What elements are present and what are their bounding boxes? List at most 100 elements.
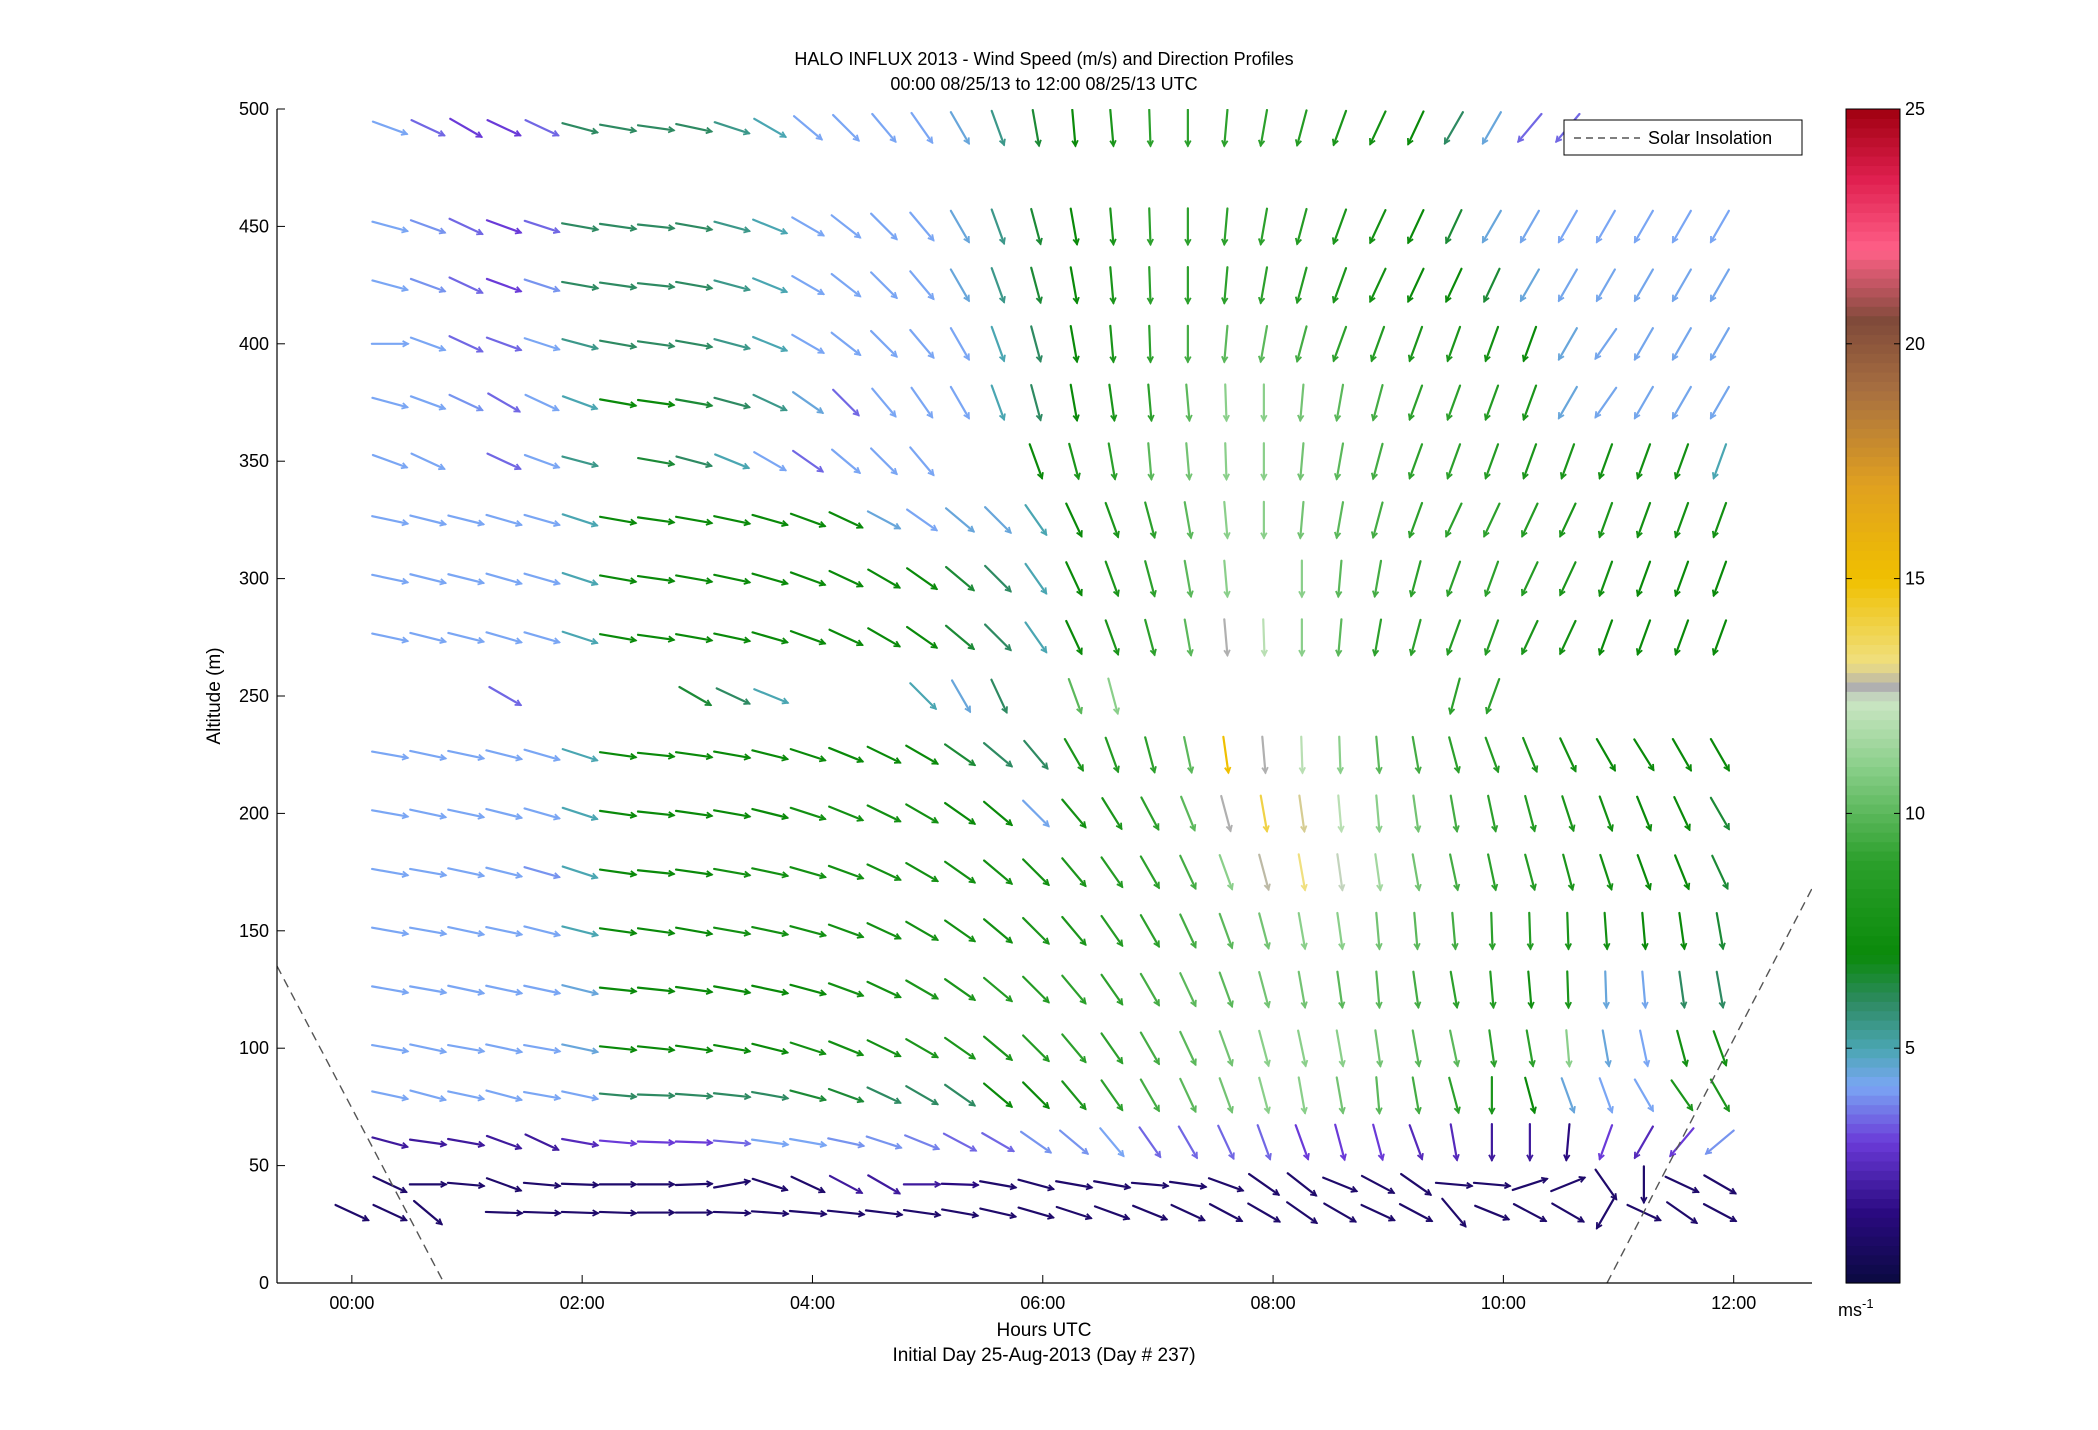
wind-vector-shaft xyxy=(1446,443,1462,480)
wind-vector-shaft xyxy=(1633,1125,1654,1159)
wind-vector-shaft xyxy=(1297,1029,1307,1067)
wind-vector-head xyxy=(1597,530,1605,539)
wind-vector-shaft xyxy=(1484,443,1500,480)
wind-vector-head xyxy=(1004,585,1012,593)
wind-vector-shaft xyxy=(486,452,522,470)
wind-vector xyxy=(409,631,448,645)
wind-vector xyxy=(1564,911,1572,951)
wind-vector-shaft xyxy=(1061,915,1087,946)
wind-vector-shaft xyxy=(636,869,675,876)
wind-vector xyxy=(982,976,1014,1003)
wind-vector-shaft xyxy=(1020,1130,1052,1154)
wind-vector xyxy=(561,925,600,938)
wind-vector-shaft xyxy=(1030,325,1042,363)
wind-vector xyxy=(1483,443,1500,480)
wind-vector xyxy=(830,331,862,357)
colorbar-band xyxy=(1846,268,1900,279)
wind-vector xyxy=(940,1181,980,1189)
wind-vector-shaft xyxy=(409,514,447,526)
wind-vector-shaft xyxy=(1104,736,1120,773)
wind-vector xyxy=(1557,327,1578,362)
wind-vector-head xyxy=(1425,1215,1434,1222)
wind-vector xyxy=(1640,1165,1648,1205)
wind-vector-head xyxy=(1564,943,1572,951)
wind-vector-shaft xyxy=(636,810,675,817)
wind-vector-head xyxy=(1036,472,1044,480)
colorbar-band xyxy=(1846,1057,1900,1068)
wind-vector-head xyxy=(1606,1106,1614,1114)
wind-vector-shaft xyxy=(949,268,970,302)
wind-vector-shaft xyxy=(1028,443,1044,480)
wind-vector-shaft xyxy=(1445,502,1463,538)
wind-vector-head xyxy=(1044,1146,1053,1154)
wind-vector-head xyxy=(927,292,935,301)
wind-vector xyxy=(522,1181,562,1190)
wind-vector xyxy=(599,574,638,585)
wind-vector-head xyxy=(706,1138,714,1147)
wind-vector xyxy=(752,218,789,235)
wind-vector-head xyxy=(591,127,600,135)
wind-vector xyxy=(1449,794,1460,833)
wind-vector-shaft xyxy=(1446,384,1462,421)
wind-vector xyxy=(485,984,524,996)
wind-vector xyxy=(409,1043,448,1055)
wind-vector xyxy=(1485,677,1501,715)
wind-vector-shaft xyxy=(789,1041,827,1055)
wind-vector-shaft xyxy=(1334,1123,1346,1161)
wind-vector-head xyxy=(781,754,790,762)
wind-vector-shaft xyxy=(1258,1076,1270,1114)
wind-vector xyxy=(867,627,902,648)
wind-vector-head xyxy=(1641,1001,1649,1010)
wind-vector xyxy=(1109,324,1117,364)
wind-vector xyxy=(1331,109,1348,147)
wind-vector xyxy=(1223,618,1231,658)
wind-vector-shaft xyxy=(1485,677,1501,715)
wind-vector xyxy=(866,510,902,530)
wind-vector-shaft xyxy=(1559,619,1577,655)
wind-vector-shaft xyxy=(1168,1180,1207,1188)
colorbar-band xyxy=(1846,973,1900,984)
colorbar-band xyxy=(1846,794,1900,805)
wind-vector-head xyxy=(1302,1152,1310,1161)
wind-vector-head xyxy=(1300,825,1308,834)
wind-vector-head xyxy=(856,1096,865,1104)
wind-vector-head xyxy=(590,637,599,645)
wind-vector-shaft xyxy=(866,922,902,940)
wind-vector-head xyxy=(743,698,752,705)
wind-vector-head xyxy=(1597,1152,1605,1161)
wind-vector-head xyxy=(1184,297,1192,305)
wind-vector-head xyxy=(1539,1215,1548,1222)
wind-vector-shaft xyxy=(1566,911,1570,950)
wind-vector xyxy=(1521,384,1538,422)
wind-vector xyxy=(1524,794,1537,833)
wind-vector-shaft xyxy=(1337,618,1343,657)
wind-vector-shaft xyxy=(1223,500,1229,539)
wind-vector-shaft xyxy=(675,515,713,525)
wind-vector-shaft xyxy=(408,1138,447,1146)
wind-vector-shaft xyxy=(524,393,560,412)
wind-vector-shaft xyxy=(561,1090,599,1101)
wind-vector-head xyxy=(1407,472,1415,480)
wind-vector xyxy=(371,1090,410,1102)
wind-vector xyxy=(409,749,448,762)
wind-vector-shaft xyxy=(715,687,751,705)
colorbar-band xyxy=(1846,249,1900,260)
wind-vector xyxy=(1331,208,1348,246)
wind-vector xyxy=(1562,853,1575,892)
wind-vector xyxy=(1633,268,1654,303)
wind-vector-head xyxy=(1671,235,1679,244)
wind-vector xyxy=(1323,1202,1358,1223)
wind-vector xyxy=(750,1138,790,1148)
colorbar-band xyxy=(1846,681,1900,692)
wind-vector-shaft xyxy=(1217,1124,1235,1160)
wind-vector xyxy=(1221,207,1229,247)
wind-vector-shaft xyxy=(561,984,599,995)
colorbar-band xyxy=(1846,1066,1900,1077)
wind-vector xyxy=(409,277,447,294)
wind-vector-shaft xyxy=(1058,1129,1089,1155)
colorbar-band xyxy=(1846,109,1900,119)
wind-vector-head xyxy=(781,1093,790,1102)
wind-vector-shaft xyxy=(982,918,1013,944)
wind-vector-head xyxy=(968,935,977,943)
wind-vector xyxy=(942,1132,978,1152)
